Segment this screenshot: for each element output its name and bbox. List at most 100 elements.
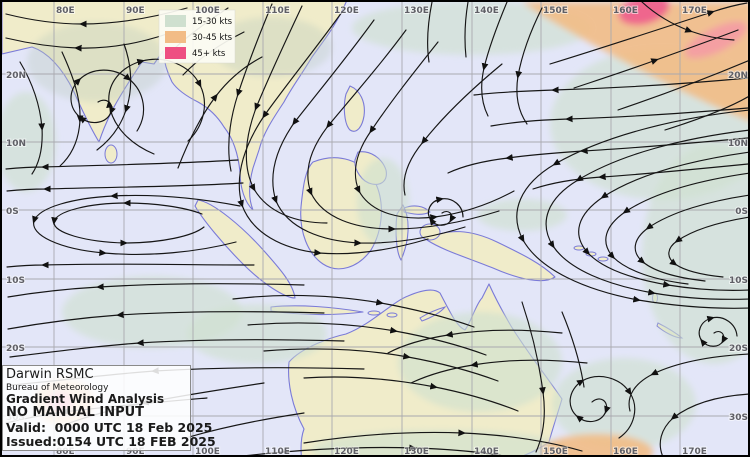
streamline [188, 412, 305, 438]
lat-label-left: 20S [6, 344, 25, 354]
sri-lanka [104, 144, 118, 164]
streamline [641, 2, 735, 41]
lon-label-top: 100E [195, 6, 220, 16]
lat-label-right: 10S [729, 276, 748, 286]
agency-name: Darwin RSMC [6, 367, 94, 383]
legend-swatch-15-30 [165, 15, 186, 27]
streamline [303, 429, 583, 452]
lat-label-right: 20S [729, 344, 748, 354]
streamline [545, 129, 748, 300]
manual-input-note: NO MANUAL INPUT [6, 405, 145, 421]
streamline [628, 353, 748, 412]
streamline [521, 301, 546, 453]
lat-label-right: 0S [735, 207, 748, 217]
streamline [573, 29, 739, 89]
lat-label-right: 20N [728, 71, 748, 81]
streamline [515, 7, 543, 125]
streamline [549, 2, 748, 65]
lon-label-bottom: 140E [474, 447, 499, 457]
streamline [19, 61, 46, 175]
legend-label-15-30: 15-30 kts [192, 17, 233, 27]
streamline [410, 359, 588, 384]
streamline [32, 192, 241, 256]
lon-label-top: 160E [613, 6, 638, 16]
streamline [247, 322, 487, 356]
streamline [306, 29, 500, 233]
sunda-island-1 [367, 310, 381, 316]
solomon-1 [573, 245, 585, 251]
valid-time: Valid: 0000 UTC 18 Feb 2025 [6, 420, 213, 435]
streamline [664, 96, 748, 131]
legend: 15-30 kts 30-45 kts 45+ kts [158, 9, 236, 64]
streamline [271, 19, 466, 247]
streamline [263, 348, 499, 382]
lat-label-right: 30S [729, 413, 748, 423]
lon-label-top: 110E [265, 6, 290, 16]
streamline [228, 3, 273, 172]
streamline [473, 77, 748, 96]
streamline [232, 294, 475, 328]
lon-label-bottom: 130E [404, 447, 429, 457]
legend-label-45plus: 45+ kts [192, 49, 226, 59]
streamline [177, 56, 263, 169]
streamline [403, 63, 503, 196]
streamline-vortex [427, 196, 464, 226]
lon-label-top: 120E [334, 6, 359, 16]
lon-label-top: 130E [404, 6, 429, 16]
lon-label-bottom: 100E [195, 447, 220, 457]
streamline [617, 60, 748, 111]
legend-label-30-45: 30-45 kts [192, 33, 233, 43]
lon-label-bottom: 160E [613, 447, 638, 457]
lat-label-left: 20N [6, 71, 26, 81]
lon-label-top: 150E [543, 6, 568, 16]
streamline [5, 33, 168, 52]
lat-label-left: 10N [6, 139, 26, 149]
streamline [447, 137, 748, 174]
green-australia-north [398, 312, 562, 412]
streamline [6, 182, 244, 193]
streamline [605, 172, 748, 285]
streamline [516, 109, 748, 309]
lon-label-bottom: 170E [682, 447, 707, 457]
issued-time: Issued:0154 UTC 18 FEB 2025 [6, 434, 216, 449]
solomon-3 [597, 256, 609, 262]
lon-label-bottom: 110E [265, 447, 290, 457]
lon-label-top: 170E [682, 6, 707, 16]
graticule-labels: 80E 90E 100E 110E 120E 130E 140E 150E 16… [5, 5, 748, 457]
streamline [9, 339, 345, 358]
streamline [427, 2, 433, 63]
green-east-borneo [357, 158, 409, 246]
lon-label-top: 80E [56, 6, 75, 16]
streamline [7, 283, 305, 298]
streamline-vortex [569, 376, 636, 439]
lon-label-bottom: 120E [334, 447, 359, 457]
bureau-name: Bureau of Meteorology [6, 382, 109, 393]
product-title: Gradient Wind Analysis [6, 392, 165, 407]
pink-jet-core-1 [618, 2, 670, 25]
streamline [237, 11, 429, 256]
legend-swatch-45plus [165, 47, 186, 59]
streamline [578, 151, 748, 291]
streamline [7, 311, 325, 330]
green-north-newguinea [477, 199, 567, 231]
streamline [659, 393, 748, 455]
orange-bottom-blob [541, 434, 653, 455]
lat-label-right: 10N [728, 139, 748, 149]
sunda-island-2 [386, 312, 398, 318]
streamline [464, 2, 469, 58]
streamline [481, 2, 508, 117]
streamline [634, 194, 748, 282]
lon-label-top: 140E [474, 6, 499, 16]
pink-jet-core-2 [684, 21, 748, 59]
streamline [5, 159, 239, 171]
lat-label-left: 10S [6, 276, 25, 286]
streamline [5, 7, 188, 28]
streamline-vortex [698, 315, 738, 347]
streamline [353, 41, 515, 221]
streamline [668, 216, 748, 278]
lon-label-bottom: 150E [543, 447, 568, 457]
chart-info-box: Darwin RSMC Bureau of Meteorology Gradie… [2, 365, 216, 451]
streamline [387, 329, 563, 354]
lon-label-top: 90E [126, 6, 145, 16]
